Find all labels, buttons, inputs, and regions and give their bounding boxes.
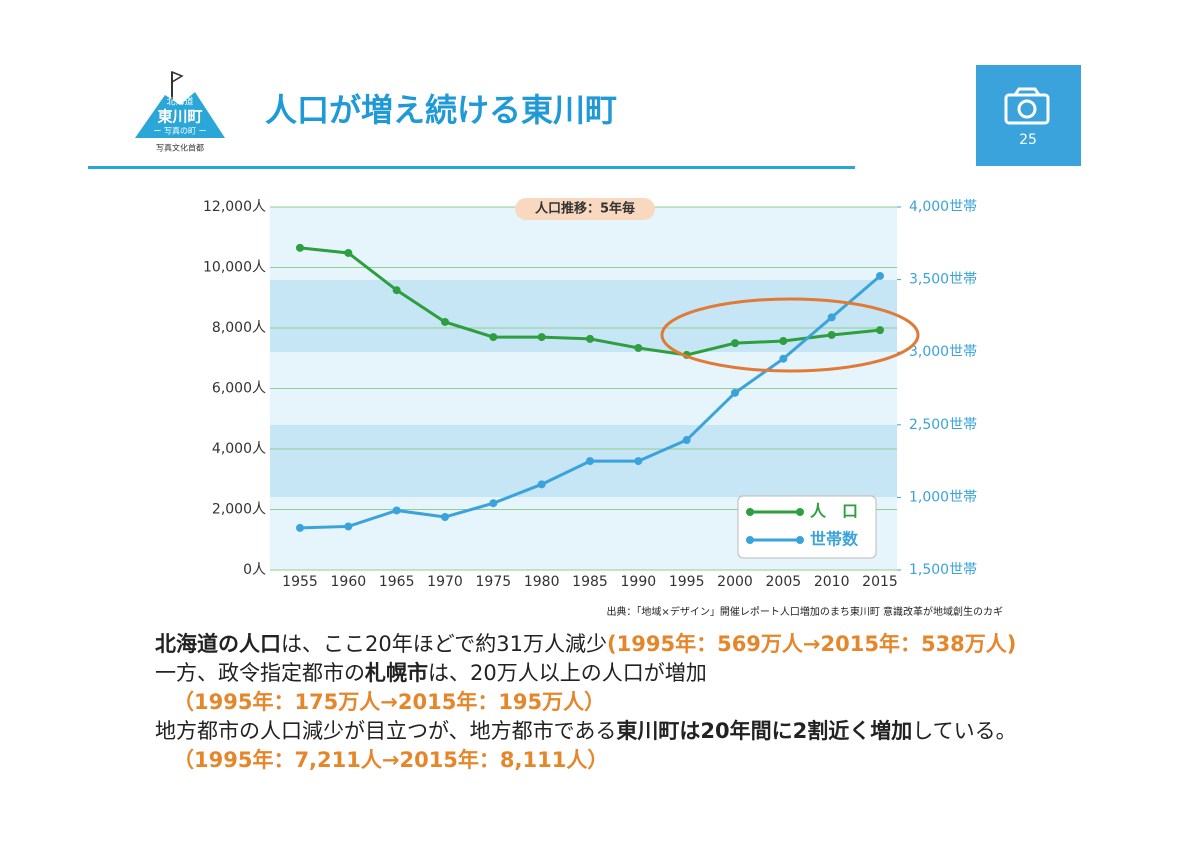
- y2-tick-label: 1,000世帯: [909, 489, 977, 505]
- logo-text: 東川町: [157, 108, 202, 126]
- text: （1995年：175万人→2015年：195万人）: [173, 690, 606, 714]
- data-point: [537, 480, 546, 489]
- text: 地方都市の人口減少が目立つが、地方都市である: [155, 719, 617, 743]
- data-point: [296, 523, 304, 532]
- data-point: [441, 513, 449, 522]
- data-point: [827, 313, 836, 322]
- text: 札幌市: [365, 661, 428, 685]
- slide-title: 人口が増え続ける東川町: [265, 91, 617, 129]
- data-point: [441, 317, 449, 326]
- legend-label: 世帯数: [810, 530, 859, 549]
- logo-caption: 写真文化首都: [156, 143, 204, 153]
- legend-label: 人 口: [810, 502, 858, 521]
- page-number: 25: [1019, 132, 1037, 148]
- highlight-ellipse: [660, 297, 920, 373]
- y2-tick-label: 4,000世帯: [909, 199, 977, 215]
- data-point: [682, 436, 691, 445]
- data-point: [731, 388, 739, 397]
- x-tick-label: 1980: [524, 574, 560, 590]
- x-tick-label: 1995: [669, 574, 705, 590]
- body-line: （1995年：175万人→2015年：195万人）: [155, 688, 1017, 717]
- body-line: 地方都市の人口減少が目立つが、地方都市である東川町は20年間に2割近く増加してい…: [155, 717, 1017, 746]
- legend-dot: [746, 536, 754, 544]
- x-tick-label: 2015: [862, 574, 898, 590]
- x-tick-label: 1965: [379, 574, 415, 590]
- y2-tick-label: 2,500世帯: [909, 417, 977, 433]
- x-tick-label: 2005: [766, 574, 802, 590]
- y-tick-label: 12,000人: [203, 199, 266, 215]
- body-line: 北海道の人口は、ここ20年ほどで約31万人減少(1995年：569万人→2015…: [155, 630, 1017, 659]
- legend-dot: [746, 508, 754, 516]
- data-point: [537, 333, 546, 342]
- y2-tick-label: 3,000世帯: [909, 344, 977, 360]
- data-point: [586, 457, 594, 466]
- data-point: [296, 243, 304, 252]
- text: 東川町は20年間に2割近く増加: [616, 719, 913, 743]
- data-point: [827, 330, 836, 339]
- text: (1995年：569万人→2015年：538万人): [607, 632, 1017, 656]
- logo-text: 北海道: [166, 96, 193, 108]
- x-tick-label: 2010: [814, 574, 850, 590]
- logo-text: ー 写真の町 ー: [153, 126, 206, 136]
- x-tick-label: 1970: [427, 574, 463, 590]
- data-point: [489, 333, 498, 342]
- data-point: [876, 271, 884, 280]
- title-rule: [88, 166, 855, 169]
- data-point: [634, 343, 643, 352]
- y-tick-label: 4,000人: [212, 441, 266, 457]
- text: している。: [912, 719, 1017, 743]
- data-point: [634, 457, 643, 466]
- legend-dot: [796, 508, 804, 516]
- text: は、20万人以上の人口が増加: [428, 661, 707, 685]
- chart-title-box: [515, 198, 655, 220]
- text: は、ここ20年ほどで約31万人減少: [281, 632, 608, 656]
- x-tick-label: 1975: [476, 574, 512, 590]
- text: （1995年：7,211人→2015年：8,111人）: [173, 748, 609, 772]
- y-tick-label: 0人: [243, 562, 266, 578]
- data-point: [392, 286, 401, 295]
- body-line: 一方、政令指定都市の札幌市は、20万人以上の人口が増加: [155, 659, 1017, 688]
- x-tick-label: 2000: [717, 574, 753, 590]
- legend-dot: [796, 536, 804, 544]
- text: 北海道の人口: [155, 632, 281, 656]
- data-point: [779, 354, 788, 363]
- chart-title: 人口推移：5年毎: [535, 201, 635, 217]
- data-point: [779, 337, 788, 346]
- x-tick-label: 1990: [621, 574, 657, 590]
- logo: 北海道 東川町 ー 写真の町 ー 写真文化首都: [135, 70, 225, 153]
- y-tick-label: 10,000人: [203, 260, 266, 276]
- data-point: [344, 522, 353, 531]
- data-point: [489, 499, 498, 508]
- body-text: 北海道の人口は、ここ20年ほどで約31万人減少(1995年：569万人→2015…: [155, 630, 1017, 775]
- data-point: [876, 326, 884, 335]
- data-point: [586, 334, 594, 343]
- y2-tick-label: 3,500世帯: [909, 272, 977, 288]
- text: 一方、政令指定都市の: [155, 661, 365, 685]
- data-point: [731, 339, 739, 348]
- x-tick-label: 1955: [282, 574, 318, 590]
- y-tick-label: 6,000人: [212, 381, 266, 397]
- y2-tick-label: 1,500世帯: [909, 562, 977, 578]
- x-tick-label: 1960: [331, 574, 367, 590]
- source: 出典：「地域×デザイン」開催レポート人口増加のまち東川町 意識改革が地域創生のカ…: [606, 605, 1003, 618]
- body-line: （1995年：7,211人→2015年：8,111人）: [155, 746, 1017, 775]
- y-tick-label: 8,000人: [212, 320, 266, 336]
- data-point: [344, 248, 353, 257]
- y-tick-label: 2,000人: [212, 502, 266, 518]
- camera-icon: [1004, 87, 1050, 125]
- x-tick-label: 1985: [572, 574, 608, 590]
- data-point: [392, 506, 401, 515]
